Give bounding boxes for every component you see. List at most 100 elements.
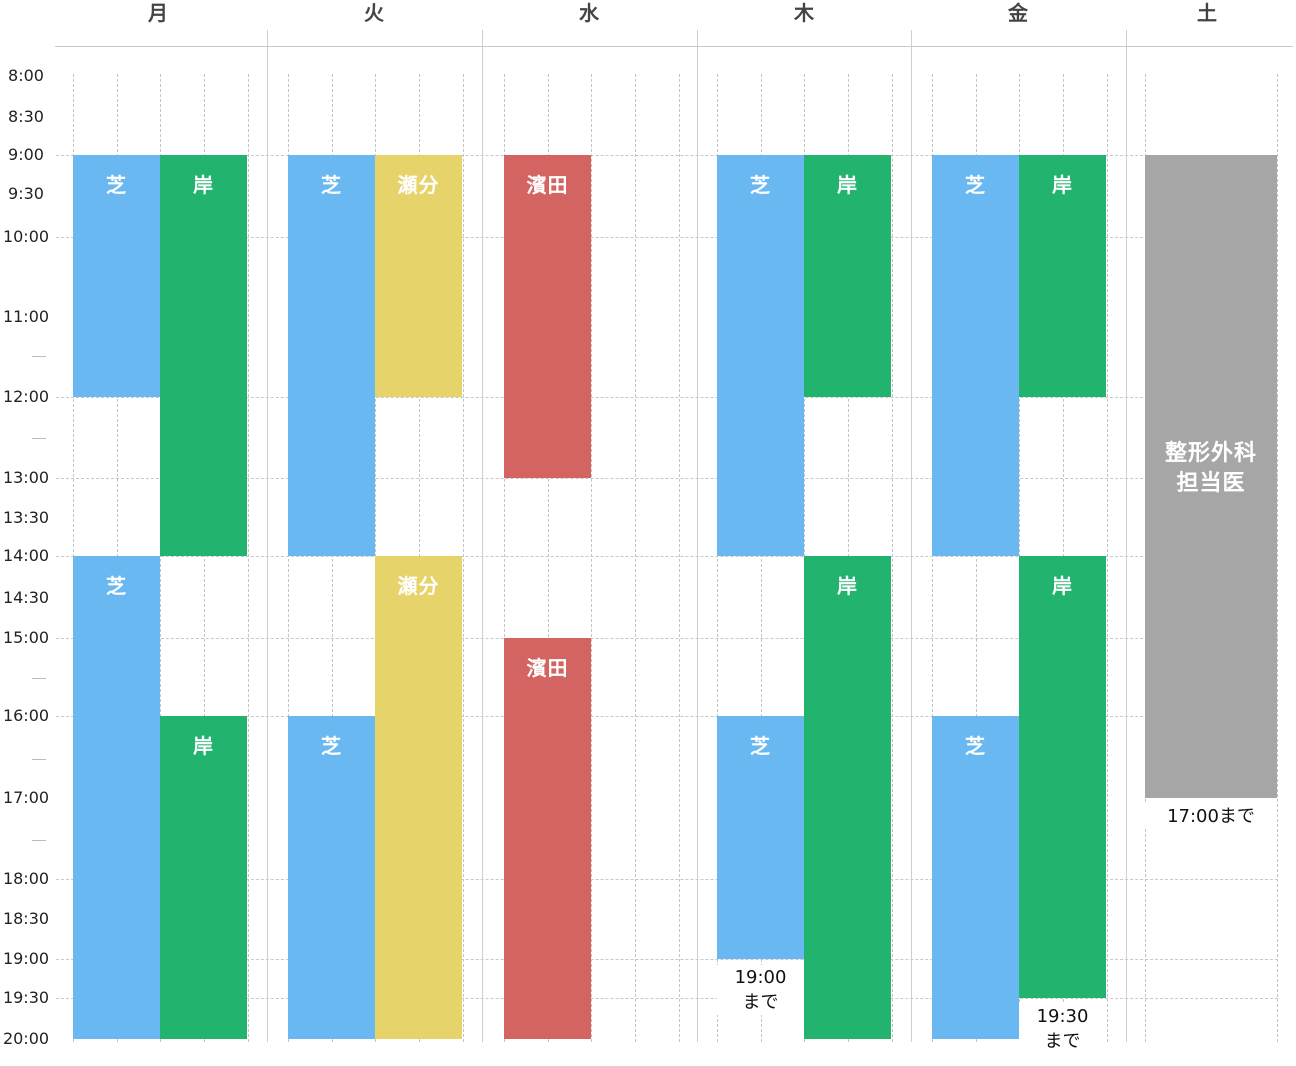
hour-gridline	[56, 155, 1278, 156]
doctor-name: 瀬分	[397, 173, 440, 197]
end-time-note: 19:30 まで	[1019, 1004, 1106, 1054]
time-label: 19:00	[2, 949, 50, 968]
time-label: 10:00	[2, 227, 50, 246]
time-label: 14:00	[2, 546, 50, 565]
day-header: 火	[364, 1, 384, 25]
hour-gridline	[56, 397, 1278, 398]
time-label: 8:30	[8, 107, 44, 126]
schedule-block: 芝	[288, 716, 375, 1039]
day-separator	[1126, 30, 1127, 1042]
doctor-name: 瀬分	[397, 574, 440, 598]
column-dashed-line	[679, 74, 680, 1042]
half-hour-tick	[32, 840, 46, 841]
column-dashed-line	[761, 74, 762, 1042]
schedule-block: 芝	[932, 155, 1019, 556]
hour-gridline	[56, 237, 1278, 238]
time-label: 19:30	[2, 988, 50, 1007]
schedule-block: 整形外科 担当医	[1145, 155, 1277, 798]
column-dashed-line	[976, 74, 977, 1042]
doctor-name: 芝	[750, 173, 771, 197]
doctor-name: 芝	[965, 734, 986, 758]
time-label: 13:00	[2, 468, 50, 487]
doctor-name: 岸	[837, 574, 858, 598]
half-hour-tick	[32, 678, 46, 679]
half-hour-tick	[32, 356, 46, 357]
schedule-block: 岸	[1019, 556, 1106, 998]
column-dashed-line	[717, 74, 718, 1042]
day-separator	[911, 30, 912, 1042]
schedule-block: 岸	[804, 556, 891, 1039]
schedule-block: 濱田	[504, 638, 591, 1039]
time-label: 20:00	[2, 1029, 50, 1048]
day-separator	[267, 30, 268, 1042]
day-header: 木	[794, 1, 814, 25]
time-label: 16:00	[2, 706, 50, 725]
doctor-name: 岸	[837, 173, 858, 197]
column-dashed-line	[635, 74, 636, 1042]
column-dashed-line	[332, 74, 333, 1042]
column-dashed-line	[504, 74, 505, 1042]
doctor-name: 芝	[106, 574, 127, 598]
day-header: 水	[579, 1, 599, 25]
hour-gridline	[56, 716, 1278, 717]
doctor-name: 岸	[1052, 173, 1073, 197]
column-dashed-line	[1107, 74, 1108, 1042]
time-label: 12:00	[2, 387, 50, 406]
time-label: 11:00	[2, 307, 50, 326]
doctor-name: 岸	[193, 734, 214, 758]
day-header: 月	[148, 1, 168, 25]
schedule-block: 岸	[804, 155, 891, 397]
schedule-block: 瀬分	[375, 155, 462, 397]
hour-gridline	[56, 998, 1278, 999]
column-dashed-line	[160, 74, 161, 1042]
doctor-name: 芝	[106, 173, 127, 197]
time-label: 14:30	[2, 588, 50, 607]
schedule-block: 瀬分	[375, 556, 462, 1039]
column-dashed-line	[248, 74, 249, 1042]
schedule-block: 濱田	[504, 155, 591, 478]
hour-gridline	[56, 478, 1278, 479]
half-hour-tick	[32, 759, 46, 760]
doctor-name: 芝	[750, 734, 771, 758]
column-dashed-line	[288, 74, 289, 1042]
header-rule	[55, 46, 1293, 47]
column-dashed-line	[1277, 74, 1278, 1042]
column-dashed-line	[932, 74, 933, 1042]
day-separator	[697, 30, 698, 1042]
schedule-block: 芝	[717, 716, 804, 959]
doctor-name: 岸	[1052, 574, 1073, 598]
day-separator	[482, 30, 483, 1042]
column-dashed-line	[548, 74, 549, 1042]
doctor-name: 整形外科 担当医	[1164, 441, 1257, 496]
half-hour-tick	[32, 438, 46, 439]
day-header: 金	[1008, 1, 1028, 25]
schedule-block: 芝	[73, 556, 160, 1039]
schedule-block: 芝	[73, 155, 160, 397]
time-label: 8:00	[8, 66, 44, 85]
schedule-block: 岸	[160, 716, 247, 1039]
schedule-block: 芝	[717, 155, 804, 556]
day-header: 土	[1197, 1, 1217, 25]
column-dashed-line	[892, 74, 893, 1042]
hour-gridline	[56, 556, 1278, 557]
schedule-block: 岸	[1019, 155, 1106, 397]
time-label: 18:30	[2, 909, 50, 928]
column-dashed-line	[204, 74, 205, 1042]
time-label: 9:30	[8, 184, 44, 203]
schedule-block: 芝	[932, 716, 1019, 1039]
schedule-block: 芝	[288, 155, 375, 556]
doctor-name: 芝	[965, 173, 986, 197]
time-label: 18:00	[2, 869, 50, 888]
column-dashed-line	[591, 74, 592, 1042]
doctor-name: 濱田	[526, 656, 569, 680]
hour-gridline	[56, 879, 1278, 880]
schedule-block: 岸	[160, 155, 247, 556]
end-time-note: 17:00まで	[1145, 804, 1277, 829]
time-label: 9:00	[8, 145, 44, 164]
time-label: 17:00	[2, 788, 50, 807]
end-time-note: 19:00 まで	[717, 965, 804, 1015]
doctor-name: 岸	[193, 173, 214, 197]
time-label: 15:00	[2, 628, 50, 647]
column-dashed-line	[463, 74, 464, 1042]
